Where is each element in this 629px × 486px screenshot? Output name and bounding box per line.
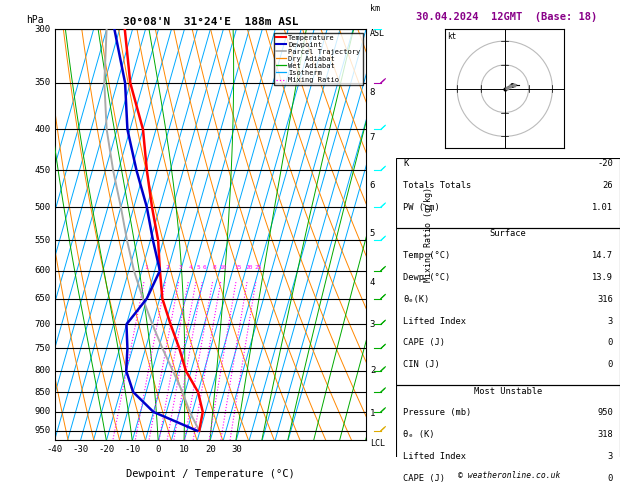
- Text: 10: 10: [179, 445, 190, 454]
- Text: 5: 5: [196, 264, 200, 270]
- Text: θₑ(K): θₑ(K): [403, 295, 429, 304]
- Title: 30°08'N  31°24'E  188m ASL: 30°08'N 31°24'E 188m ASL: [123, 17, 298, 27]
- Text: km: km: [370, 4, 380, 13]
- Text: Dewpoint / Temperature (°C): Dewpoint / Temperature (°C): [126, 469, 295, 479]
- Text: 0: 0: [608, 474, 613, 483]
- Text: 0: 0: [608, 338, 613, 347]
- Text: 1: 1: [370, 409, 375, 418]
- Text: 2: 2: [166, 264, 170, 270]
- Text: -20: -20: [597, 159, 613, 169]
- Text: -20: -20: [99, 445, 114, 454]
- Text: Surface: Surface: [489, 229, 526, 239]
- Text: 26: 26: [603, 181, 613, 190]
- Text: 7: 7: [370, 134, 375, 142]
- Text: 0: 0: [156, 445, 161, 454]
- Text: 450: 450: [35, 166, 51, 175]
- Text: 14.7: 14.7: [592, 251, 613, 260]
- Text: 8: 8: [213, 264, 216, 270]
- Bar: [396, 158, 620, 228]
- Text: 3: 3: [608, 317, 613, 326]
- Text: 900: 900: [35, 407, 51, 417]
- Bar: [396, 385, 620, 486]
- Text: 30: 30: [231, 445, 242, 454]
- Text: Lifted Index: Lifted Index: [403, 317, 466, 326]
- Text: 30.04.2024  12GMT  (Base: 18): 30.04.2024 12GMT (Base: 18): [416, 12, 597, 22]
- Text: 1.01: 1.01: [592, 203, 613, 212]
- Text: 13.9: 13.9: [592, 273, 613, 282]
- Text: 2: 2: [370, 366, 375, 375]
- Text: 8: 8: [370, 88, 375, 97]
- Text: 15: 15: [235, 264, 242, 270]
- Text: 850: 850: [35, 387, 51, 397]
- Text: -10: -10: [125, 445, 141, 454]
- Text: 4: 4: [370, 278, 375, 287]
- Text: 10: 10: [219, 264, 226, 270]
- Text: Dewp (°C): Dewp (°C): [403, 273, 450, 282]
- Text: 25: 25: [254, 264, 262, 270]
- Text: 0: 0: [608, 360, 613, 369]
- Text: 6: 6: [370, 181, 375, 190]
- Text: 400: 400: [35, 125, 51, 134]
- Text: 318: 318: [597, 430, 613, 439]
- Text: 316: 316: [597, 295, 613, 304]
- Text: 550: 550: [35, 236, 51, 245]
- Text: 3: 3: [370, 320, 375, 329]
- Text: 700: 700: [35, 320, 51, 329]
- Bar: [396, 228, 620, 385]
- Text: kt: kt: [448, 32, 457, 41]
- Text: LCL: LCL: [370, 438, 385, 448]
- Text: Pressure (mb): Pressure (mb): [403, 408, 471, 417]
- Text: 1: 1: [145, 264, 148, 270]
- Text: 4: 4: [189, 264, 192, 270]
- Text: PW (cm): PW (cm): [403, 203, 440, 212]
- Text: -40: -40: [47, 445, 63, 454]
- Text: 650: 650: [35, 294, 51, 303]
- Text: Totals Totals: Totals Totals: [403, 181, 471, 190]
- Text: 350: 350: [35, 78, 51, 87]
- Text: K: K: [403, 159, 408, 169]
- Text: Temp (°C): Temp (°C): [403, 251, 450, 260]
- Text: CIN (J): CIN (J): [403, 360, 440, 369]
- Text: θₑ (K): θₑ (K): [403, 430, 435, 439]
- Text: 20: 20: [245, 264, 253, 270]
- Text: hPa: hPa: [26, 15, 43, 25]
- Text: 3: 3: [608, 452, 613, 461]
- Text: 5: 5: [370, 229, 375, 239]
- Text: © weatheronline.co.uk: © weatheronline.co.uk: [459, 471, 560, 480]
- Text: 500: 500: [35, 203, 51, 211]
- Text: 950: 950: [35, 426, 51, 435]
- Text: Most Unstable: Most Unstable: [474, 386, 542, 396]
- Text: 3: 3: [179, 264, 183, 270]
- Text: Lifted Index: Lifted Index: [403, 452, 466, 461]
- Text: 20: 20: [205, 445, 216, 454]
- Text: 600: 600: [35, 266, 51, 275]
- Text: ASL: ASL: [370, 29, 385, 38]
- Text: CAPE (J): CAPE (J): [403, 474, 445, 483]
- Legend: Temperature, Dewpoint, Parcel Trajectory, Dry Adiabat, Wet Adiabat, Isotherm, Mi: Temperature, Dewpoint, Parcel Trajectory…: [274, 33, 362, 85]
- Text: 750: 750: [35, 344, 51, 353]
- Text: 950: 950: [597, 408, 613, 417]
- Text: CAPE (J): CAPE (J): [403, 338, 445, 347]
- Text: -30: -30: [72, 445, 89, 454]
- Text: 6: 6: [203, 264, 206, 270]
- Text: 800: 800: [35, 366, 51, 375]
- Text: Mixing Ratio (g/kg): Mixing Ratio (g/kg): [424, 187, 433, 282]
- Text: 300: 300: [35, 25, 51, 34]
